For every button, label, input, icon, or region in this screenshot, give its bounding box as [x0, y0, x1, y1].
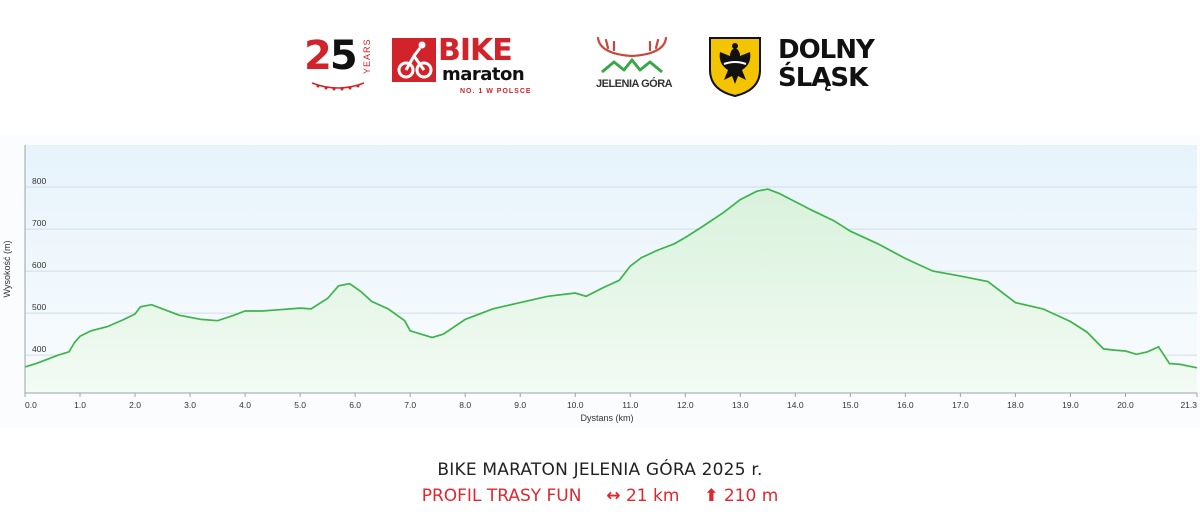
y-tick-label: 800: [32, 176, 46, 186]
x-axis-label: Dystans (km): [580, 413, 633, 423]
y-tick-label: 700: [32, 218, 46, 228]
x-tick-label: 14.0: [787, 400, 804, 410]
x-tick-label: 7.0: [404, 400, 416, 410]
x-tick-label: 1.0: [74, 400, 86, 410]
elevation-line: [24, 188, 1198, 369]
dolny-slask-logo: DOLNY ŚLĄSK: [708, 36, 898, 98]
eagle-coat-of-arms-icon: [709, 37, 761, 98]
y-tick-label: 400: [32, 344, 46, 354]
x-tick-label: 12.0: [677, 400, 694, 410]
x-tick-label: 17.0: [952, 400, 969, 410]
antlers-mountains-icon: [596, 36, 668, 74]
logo-bar: 25 YEARS BIKE maraton NO. 1 W POLSCE JE: [0, 0, 1200, 118]
elevation-area-fill: [25, 189, 1197, 393]
x-tick-label: 5.0: [294, 400, 306, 410]
x-tick-label: 0.0: [25, 400, 37, 410]
x-tick-label: 2.0: [129, 400, 141, 410]
cyclist-icon: [392, 38, 436, 82]
laurel-icon: [311, 82, 365, 91]
chart-title: BIKE MARATON JELENIA GÓRA 2025 r.: [437, 460, 763, 480]
x-tick-label: 18.0: [1007, 400, 1024, 410]
elevation-gain-value: 210 m: [723, 486, 779, 506]
bike-maraton-title: BIKE: [438, 33, 513, 68]
jelenia-gora-logo: JELENIA GÓRA: [590, 34, 674, 96]
y-tick-label: 600: [32, 260, 46, 270]
y-axis-label: Wysokość (m): [2, 241, 12, 298]
x-tick-label: 20.0: [1117, 400, 1134, 410]
x-tick-label: 21.3: [1180, 400, 1197, 410]
route-label: PROFIL TRASY FUN: [421, 486, 582, 506]
anniversary-25-years-logo: 25 YEARS: [304, 34, 384, 96]
x-tick-label: 15.0: [842, 400, 859, 410]
jelenia-gora-name: JELENIA GÓRA: [596, 78, 673, 90]
x-tick-label: 16.0: [897, 400, 914, 410]
up-arrow-icon: ⬆: [704, 486, 719, 506]
dolny-slask-line1: DOLNY: [778, 35, 875, 65]
bike-maraton-tagline: NO. 1 W POLSCE: [460, 88, 532, 95]
elevation-profile-chart: 0.0 1.0 2.0 3.0 4.0 5.0 6.0 7.0 8.0 9.0 10.0 11.0 12…: [0, 132, 1200, 428]
chart-caption: BIKE MARATON JELENIA GÓRA 2025 r. PROFIL…: [0, 460, 1200, 506]
dolny-slask-line2: ŚLĄSK: [778, 63, 868, 93]
left-right-arrow-icon: ↔: [606, 486, 621, 506]
x-tick-label: 3.0: [184, 400, 196, 410]
bike-maraton-subtitle: maraton: [442, 64, 525, 85]
bike-maraton-logo: BIKE maraton NO. 1 W POLSCE: [392, 34, 554, 96]
x-tick-label: 13.0: [732, 400, 749, 410]
y-tick-label: 500: [32, 302, 46, 312]
x-tick-label: 4.0: [239, 400, 251, 410]
anniversary-number-2: 2: [304, 33, 332, 79]
x-tick-label: 11.0: [622, 400, 638, 410]
x-tick-label: 19.0: [1062, 400, 1079, 410]
route-summary: PROFIL TRASY FUN ↔ 21 km ⬆ 210 m: [0, 486, 1200, 506]
anniversary-number-5: 5: [329, 33, 358, 79]
years-label: YEARS: [362, 38, 372, 74]
x-tick-label: 6.0: [349, 400, 361, 410]
x-tick-label: 10.0: [567, 400, 584, 410]
chart-svg: 0.0 1.0 2.0 3.0 4.0 5.0 6.0 7.0 8.0 9.0 10.0 11.0 12…: [0, 135, 1200, 428]
x-tick-label: 9.0: [514, 400, 526, 410]
distance-value: 21 km: [625, 486, 680, 506]
x-tick-label: 8.0: [459, 400, 471, 410]
